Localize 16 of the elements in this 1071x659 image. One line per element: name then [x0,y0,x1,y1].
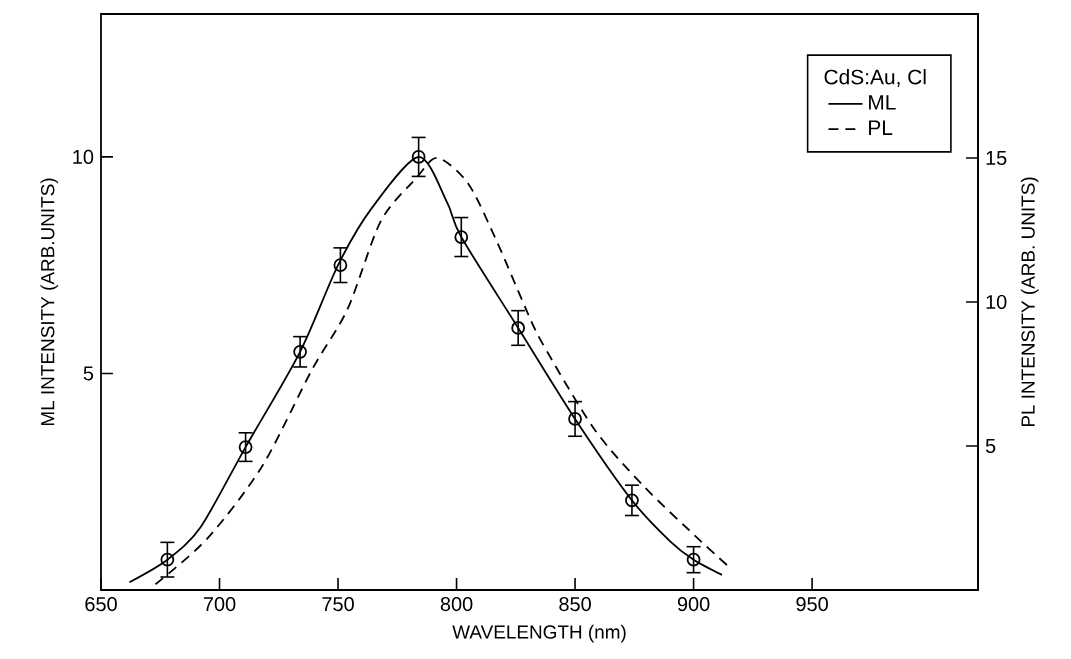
legend-title: CdS:Au, Cl [824,69,926,87]
y2-tick-label: 15 [986,151,1007,165]
x-tick-label: 750 [322,597,354,612]
y2-tick-label: 5 [985,439,996,453]
y2-axis-title: PL INTENSITY (ARB. UNITS) [1020,177,1039,427]
y-axis-title: ML INTENSITY (ARB.UNITS) [40,178,59,426]
x-tick-label: 950 [796,597,828,612]
legend-label: ML [869,95,896,110]
x-axis-title: WAVELENGTH (nm) [452,624,626,643]
x-tick-label: 700 [203,597,236,612]
legend-label: PL [869,120,893,135]
x-tick-label: 900 [677,597,710,612]
x-tick-label: 650 [85,597,117,612]
y2-tick-label: 10 [986,294,1007,310]
x-tick-label: 850 [559,597,591,612]
x-tick-label: 800 [440,597,473,612]
